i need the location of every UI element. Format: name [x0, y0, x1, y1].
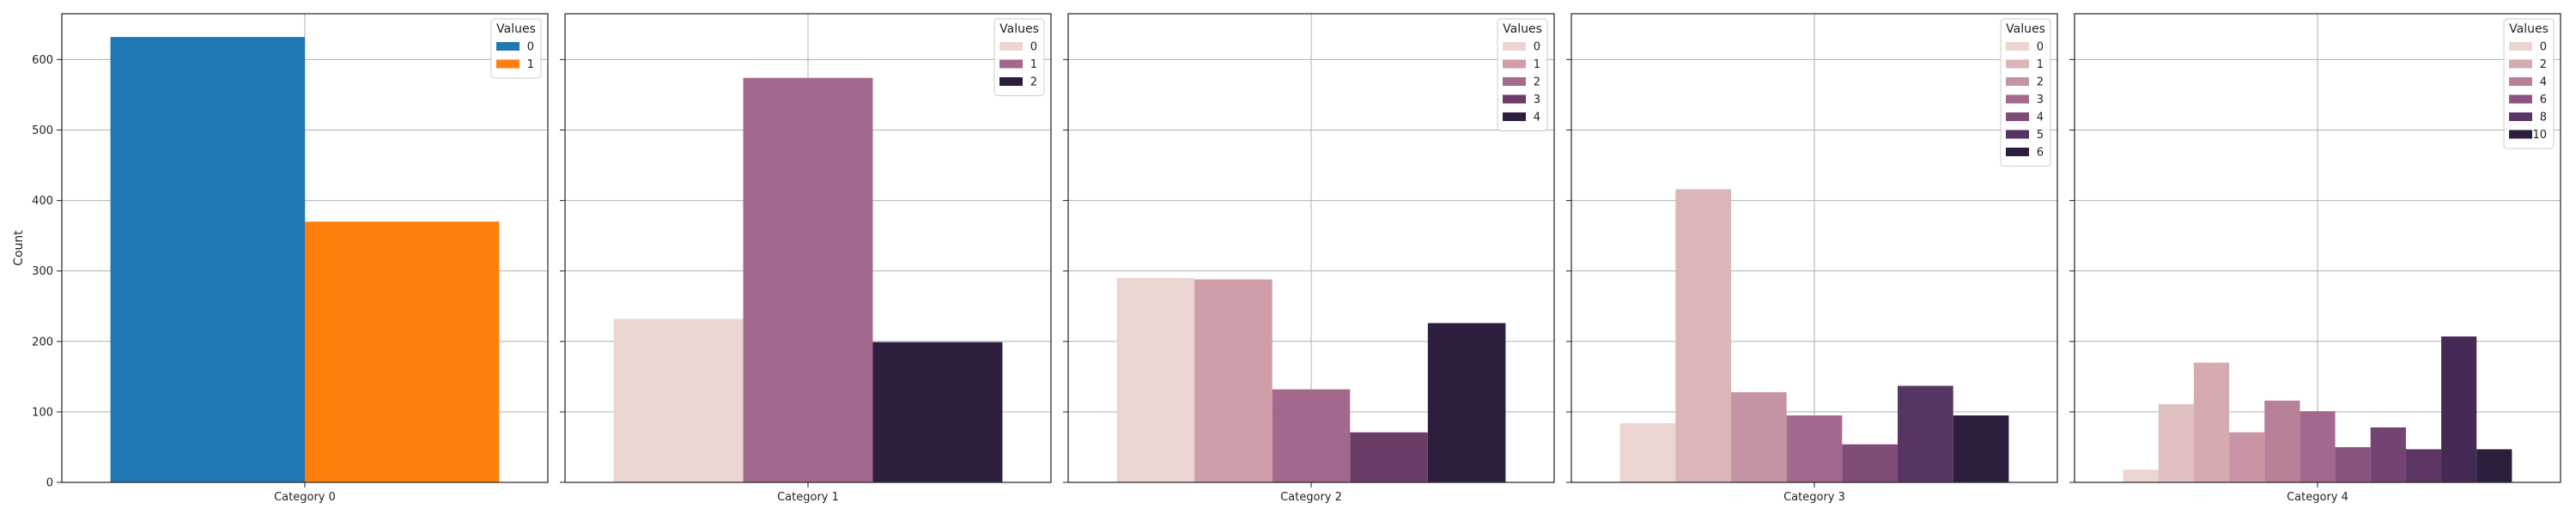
bar-panel3-value-6 [1953, 415, 2009, 482]
legend-title: Values [2509, 22, 2549, 36]
bar-panel4-value-0 [2123, 470, 2159, 482]
legend-label: 8 [2540, 112, 2547, 124]
bar-panel4-value-6 [2335, 446, 2371, 482]
legend-label: 1 [1030, 58, 1037, 71]
legend-swatch-3-3 [2006, 94, 2029, 104]
legend-label: 0 [2037, 41, 2044, 54]
y-tick-label: 300 [32, 265, 53, 278]
bar-panel4-value-3 [2229, 432, 2265, 482]
bar-panel1-value-1 [743, 77, 873, 482]
y-tick-label: 100 [32, 406, 53, 419]
legend-label: 1 [2037, 58, 2044, 71]
legend-box-1 [993, 18, 1045, 96]
legend-label: 6 [2540, 94, 2547, 106]
legend-label: 4 [1534, 112, 1540, 124]
bar-panel4-value-1 [2158, 403, 2194, 482]
legend-swatch-4-0 [2509, 42, 2532, 51]
legend-title: Values [1503, 22, 1542, 36]
legend-label: 2 [2037, 76, 2044, 89]
bar-panel1-value-0 [613, 318, 744, 482]
y-tick-label: 600 [32, 54, 53, 67]
legend-label: 1 [527, 58, 534, 71]
legend-label: 10 [2532, 129, 2547, 142]
x-tick-label: Category 4 [2287, 491, 2348, 504]
bar-panel3-value-2 [1730, 391, 1787, 482]
legend-swatch-1-0 [999, 42, 1023, 51]
bar-panel3-value-1 [1675, 189, 1731, 482]
legend-swatch-4-2 [2509, 59, 2532, 69]
legend-label: 0 [1030, 41, 1037, 54]
bar-panel1-value-2 [872, 342, 1003, 482]
bar-panel4-value-5 [2300, 411, 2336, 482]
legend-swatch-1-2 [999, 77, 1023, 86]
legend-label: 4 [2037, 112, 2044, 124]
bar-panel4-value-9 [2441, 336, 2477, 482]
bar-panel4-value-7 [2370, 427, 2406, 482]
bar-panel0-value-1 [305, 221, 500, 482]
legend-swatch-4-4 [2509, 77, 2532, 86]
y-tick-label: 200 [32, 336, 53, 348]
y-axis-label: Count [12, 230, 26, 266]
legend-label: 1 [1534, 58, 1540, 71]
legend-label: 0 [1534, 41, 1540, 54]
legend-swatch-0-1 [496, 59, 519, 69]
legend-swatch-3-2 [2006, 77, 2029, 86]
bar-panel3-value-3 [1786, 415, 1843, 482]
legend-swatch-2-2 [1503, 77, 1526, 86]
bar-panel4-value-8 [2405, 449, 2442, 482]
x-tick-label: Category 3 [1783, 491, 1845, 504]
legend-title: Values [496, 22, 536, 36]
legend-label: 3 [2037, 94, 2044, 106]
legend-swatch-3-6 [2006, 148, 2029, 156]
legend-swatch-4-6 [2509, 94, 2532, 104]
legend-label: 0 [2540, 41, 2547, 54]
y-tick-label: 0 [46, 477, 53, 490]
bar-panel0-value-0 [110, 37, 305, 483]
bar-panel2-value-2 [1272, 389, 1351, 482]
bar-panel2-value-1 [1194, 279, 1273, 482]
legend-label: 0 [527, 41, 534, 54]
bar-panel4-value-4 [2264, 400, 2300, 482]
legend-label: 2 [2540, 58, 2547, 71]
legend-box-3 [2000, 18, 2051, 167]
x-tick-label: Category 2 [1280, 491, 1342, 504]
legend-label: 5 [2037, 129, 2044, 142]
legend-swatch-1-1 [999, 59, 1023, 69]
legend-swatch-2-4 [1503, 112, 1526, 121]
bar-panel2-value-3 [1350, 432, 1428, 482]
legend-title: Values [2006, 22, 2045, 36]
bar-panel3-value-5 [1898, 385, 1953, 482]
bar-panel2-value-4 [1427, 323, 1506, 482]
legend-swatch-2-1 [1503, 59, 1526, 69]
bar-panel3-value-4 [1842, 444, 1899, 482]
legend-label: 4 [2540, 76, 2547, 89]
legend-label: 2 [1534, 76, 1540, 89]
bar-panel4-value-2 [2193, 362, 2230, 482]
bar-panel2-value-0 [1116, 277, 1195, 482]
legend-title: Values [999, 22, 1039, 36]
x-tick-label: Category 1 [777, 491, 839, 504]
legend-swatch-0-0 [496, 42, 519, 51]
y-tick-label: 400 [32, 195, 53, 208]
legend-swatch-2-3 [1503, 94, 1526, 104]
legend-swatch-3-4 [2006, 112, 2029, 121]
legend-swatch-2-0 [1503, 42, 1526, 51]
bar-panel4-value-10 [2476, 449, 2512, 482]
x-tick-label: Category 0 [274, 491, 336, 504]
legend-label: 2 [1030, 76, 1037, 89]
y-tick-label: 500 [32, 124, 53, 137]
bar-panel3-value-0 [1619, 423, 1676, 482]
legend-swatch-3-5 [2006, 130, 2029, 139]
legend-swatch-3-0 [2006, 42, 2029, 51]
legend-label: 6 [2037, 147, 2044, 160]
legend-label: 3 [1534, 94, 1540, 106]
legend-swatch-4-8 [2509, 112, 2532, 121]
legend-swatch-4-10 [2509, 130, 2532, 139]
legend-swatch-3-1 [2006, 59, 2029, 69]
